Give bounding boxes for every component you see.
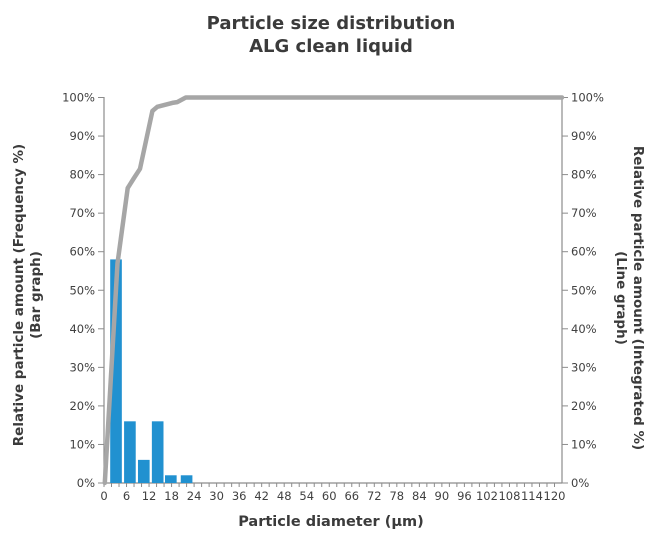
- y-tick-label-right: 50%: [571, 283, 597, 297]
- frequency-bar: [180, 475, 193, 483]
- y-tick-label-right: 40%: [571, 322, 597, 336]
- x-tick-label: 12: [142, 489, 157, 503]
- chart-title-line2: ALG clean liquid: [249, 36, 413, 58]
- frequency-bar: [124, 421, 136, 483]
- x-tick-label: 108: [498, 489, 520, 503]
- x-tick-label: 60: [322, 489, 337, 503]
- x-tick-label: 30: [209, 489, 224, 503]
- x-tick-label: 72: [367, 489, 382, 503]
- x-tick-label: 102: [476, 489, 498, 503]
- y-tick-label-left: 60%: [69, 245, 95, 259]
- frequency-bar: [165, 475, 177, 483]
- y-tick-label-left: 20%: [69, 399, 95, 413]
- x-tick-label: 36: [232, 489, 247, 503]
- x-tick-label: 120: [544, 489, 566, 503]
- y-tick-label-right: 10%: [571, 437, 597, 451]
- x-axis-title: Particle diameter (μm): [238, 514, 424, 530]
- chart-title-line1: Particle size distribution: [206, 13, 456, 34]
- frequency-bar: [137, 459, 150, 483]
- x-tick-label: 96: [457, 489, 472, 503]
- cumulative-line: [102, 95, 565, 486]
- x-tick-label: 114: [521, 489, 543, 503]
- x-tick-label: 24: [187, 489, 202, 503]
- y-tick-label-left: 30%: [69, 360, 95, 374]
- x-tick-label: 48: [277, 489, 292, 503]
- x-tick-label: 6: [123, 489, 130, 503]
- y-tick-label-right: 20%: [571, 399, 597, 413]
- y-tick-label-right: 30%: [571, 360, 597, 374]
- y-tick-label-right: 90%: [571, 129, 597, 143]
- frequency-bar: [151, 421, 164, 483]
- y-tick-label-left: 0%: [77, 476, 95, 490]
- frequency-bar: [110, 259, 122, 483]
- x-tick-label: 54: [299, 489, 314, 503]
- x-tick-label: 78: [389, 489, 404, 503]
- x-tick-label: 0: [100, 489, 107, 503]
- y-tick-label-right: 70%: [571, 206, 597, 220]
- y-tick-label-right: 100%: [571, 91, 604, 105]
- y-tick-label-left: 80%: [69, 168, 95, 182]
- y-tick-label-left: 10%: [69, 437, 95, 451]
- x-tick-label: 18: [164, 489, 179, 503]
- y-tick-label-left: 40%: [69, 322, 95, 336]
- y-tick-label-right: 60%: [571, 245, 597, 259]
- y-tick-label-left: 90%: [69, 129, 95, 143]
- y-tick-label-right: 80%: [571, 168, 597, 182]
- chart-title: Particle size distribution ALG clean liq…: [0, 12, 662, 58]
- x-tick-label: 84: [412, 489, 427, 503]
- x-tick-label: 66: [344, 489, 359, 503]
- y-tick-label-left: 70%: [69, 206, 95, 220]
- y-tick-label-left: 100%: [62, 91, 95, 105]
- x-tick-label: 42: [254, 489, 269, 503]
- y-tick-label-right: 0%: [571, 476, 589, 490]
- y-tick-label-left: 50%: [69, 283, 95, 297]
- x-tick-label: 90: [435, 489, 450, 503]
